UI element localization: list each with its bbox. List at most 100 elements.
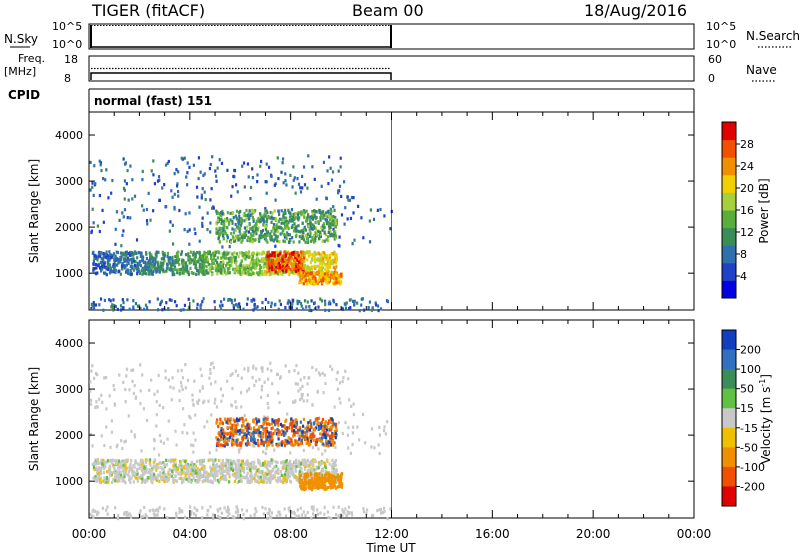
data-cell bbox=[125, 250, 128, 254]
data-cell bbox=[324, 427, 327, 431]
data-cell bbox=[252, 210, 255, 214]
data-cell bbox=[130, 261, 133, 265]
data-cell bbox=[91, 509, 94, 514]
data-cell bbox=[186, 268, 189, 272]
data-cell bbox=[172, 464, 175, 468]
data-cell bbox=[345, 513, 348, 518]
data-cell bbox=[310, 430, 313, 434]
data-cell bbox=[330, 178, 334, 182]
colorbar-tick-label: 16 bbox=[740, 204, 754, 217]
data-cell bbox=[320, 474, 323, 478]
data-cell bbox=[344, 507, 347, 511]
data-cell bbox=[252, 366, 255, 370]
data-cell bbox=[148, 468, 151, 472]
data-cell bbox=[138, 271, 142, 276]
data-cell bbox=[288, 506, 291, 510]
data-cell bbox=[231, 252, 234, 256]
data-cell bbox=[219, 267, 222, 271]
data-cell bbox=[235, 431, 238, 436]
data-cell bbox=[273, 254, 276, 258]
data-cell bbox=[220, 426, 223, 431]
data-cell bbox=[333, 252, 337, 256]
data-cell bbox=[226, 471, 229, 476]
data-cell bbox=[331, 466, 334, 470]
data-cell bbox=[170, 265, 173, 269]
data-cell bbox=[310, 271, 313, 275]
data-cell bbox=[206, 513, 209, 517]
data-cell bbox=[90, 369, 93, 373]
data-cell bbox=[91, 181, 94, 185]
data-cell bbox=[167, 259, 170, 263]
data-cell bbox=[379, 307, 383, 311]
data-cell bbox=[329, 425, 332, 429]
colorbar-segment bbox=[722, 280, 736, 299]
data-cell bbox=[236, 467, 239, 471]
data-cell bbox=[237, 234, 240, 238]
data-cell bbox=[156, 389, 159, 393]
data-cell bbox=[260, 233, 263, 237]
data-cell bbox=[317, 371, 321, 375]
data-cell bbox=[212, 365, 215, 370]
data-cell bbox=[217, 232, 221, 236]
data-cell bbox=[228, 271, 231, 275]
data-cell bbox=[254, 266, 257, 271]
data-cell bbox=[311, 238, 315, 242]
data-cell bbox=[196, 195, 199, 199]
data-cell bbox=[194, 438, 197, 442]
data-cell bbox=[149, 269, 153, 273]
data-cell bbox=[242, 517, 245, 521]
data-cell bbox=[370, 445, 373, 449]
data-cell bbox=[315, 252, 318, 256]
data-cell bbox=[294, 474, 297, 479]
data-cell bbox=[254, 229, 257, 233]
data-cell bbox=[327, 444, 330, 448]
data-cell bbox=[124, 387, 127, 392]
data-cell bbox=[193, 463, 196, 467]
data-cell bbox=[299, 387, 302, 391]
data-cell bbox=[289, 256, 292, 260]
data-cell bbox=[307, 430, 310, 434]
data-cell bbox=[114, 461, 118, 466]
data-cell bbox=[213, 250, 216, 254]
data-cell bbox=[96, 271, 99, 275]
data-cell bbox=[129, 253, 132, 257]
data-cell bbox=[351, 431, 354, 435]
data-cell bbox=[306, 511, 309, 515]
data-cell bbox=[347, 505, 351, 509]
data-cell bbox=[300, 212, 303, 216]
data-cell bbox=[236, 480, 239, 485]
data-cell bbox=[269, 477, 273, 481]
data-cell bbox=[109, 299, 112, 303]
data-cell bbox=[208, 263, 211, 267]
data-cell bbox=[227, 298, 230, 302]
data-cell bbox=[269, 434, 272, 438]
data-cell bbox=[144, 260, 147, 264]
data-cell bbox=[270, 235, 273, 239]
data-cell bbox=[251, 439, 254, 444]
colorbar-tick-label: 28 bbox=[740, 138, 754, 151]
data-cell bbox=[271, 426, 275, 430]
data-cell bbox=[136, 269, 139, 273]
data-cell bbox=[338, 479, 341, 483]
data-cell bbox=[103, 376, 106, 380]
data-cell bbox=[267, 460, 270, 464]
data-cell bbox=[226, 514, 229, 519]
data-cell bbox=[262, 214, 265, 218]
data-cell bbox=[264, 208, 267, 213]
data-cell bbox=[92, 376, 96, 380]
data-cell bbox=[280, 221, 283, 225]
data-cell bbox=[289, 462, 293, 467]
data-cell bbox=[297, 182, 301, 186]
data-cell bbox=[233, 479, 237, 483]
data-cell bbox=[336, 475, 339, 479]
data-cell bbox=[218, 479, 221, 483]
data-cell bbox=[283, 235, 287, 239]
data-cell bbox=[257, 428, 260, 432]
data-cell bbox=[232, 442, 235, 446]
data-cell bbox=[120, 244, 123, 248]
data-cell bbox=[123, 440, 126, 444]
data-cell bbox=[263, 212, 266, 216]
data-cell bbox=[330, 474, 333, 478]
data-cell bbox=[250, 234, 253, 238]
